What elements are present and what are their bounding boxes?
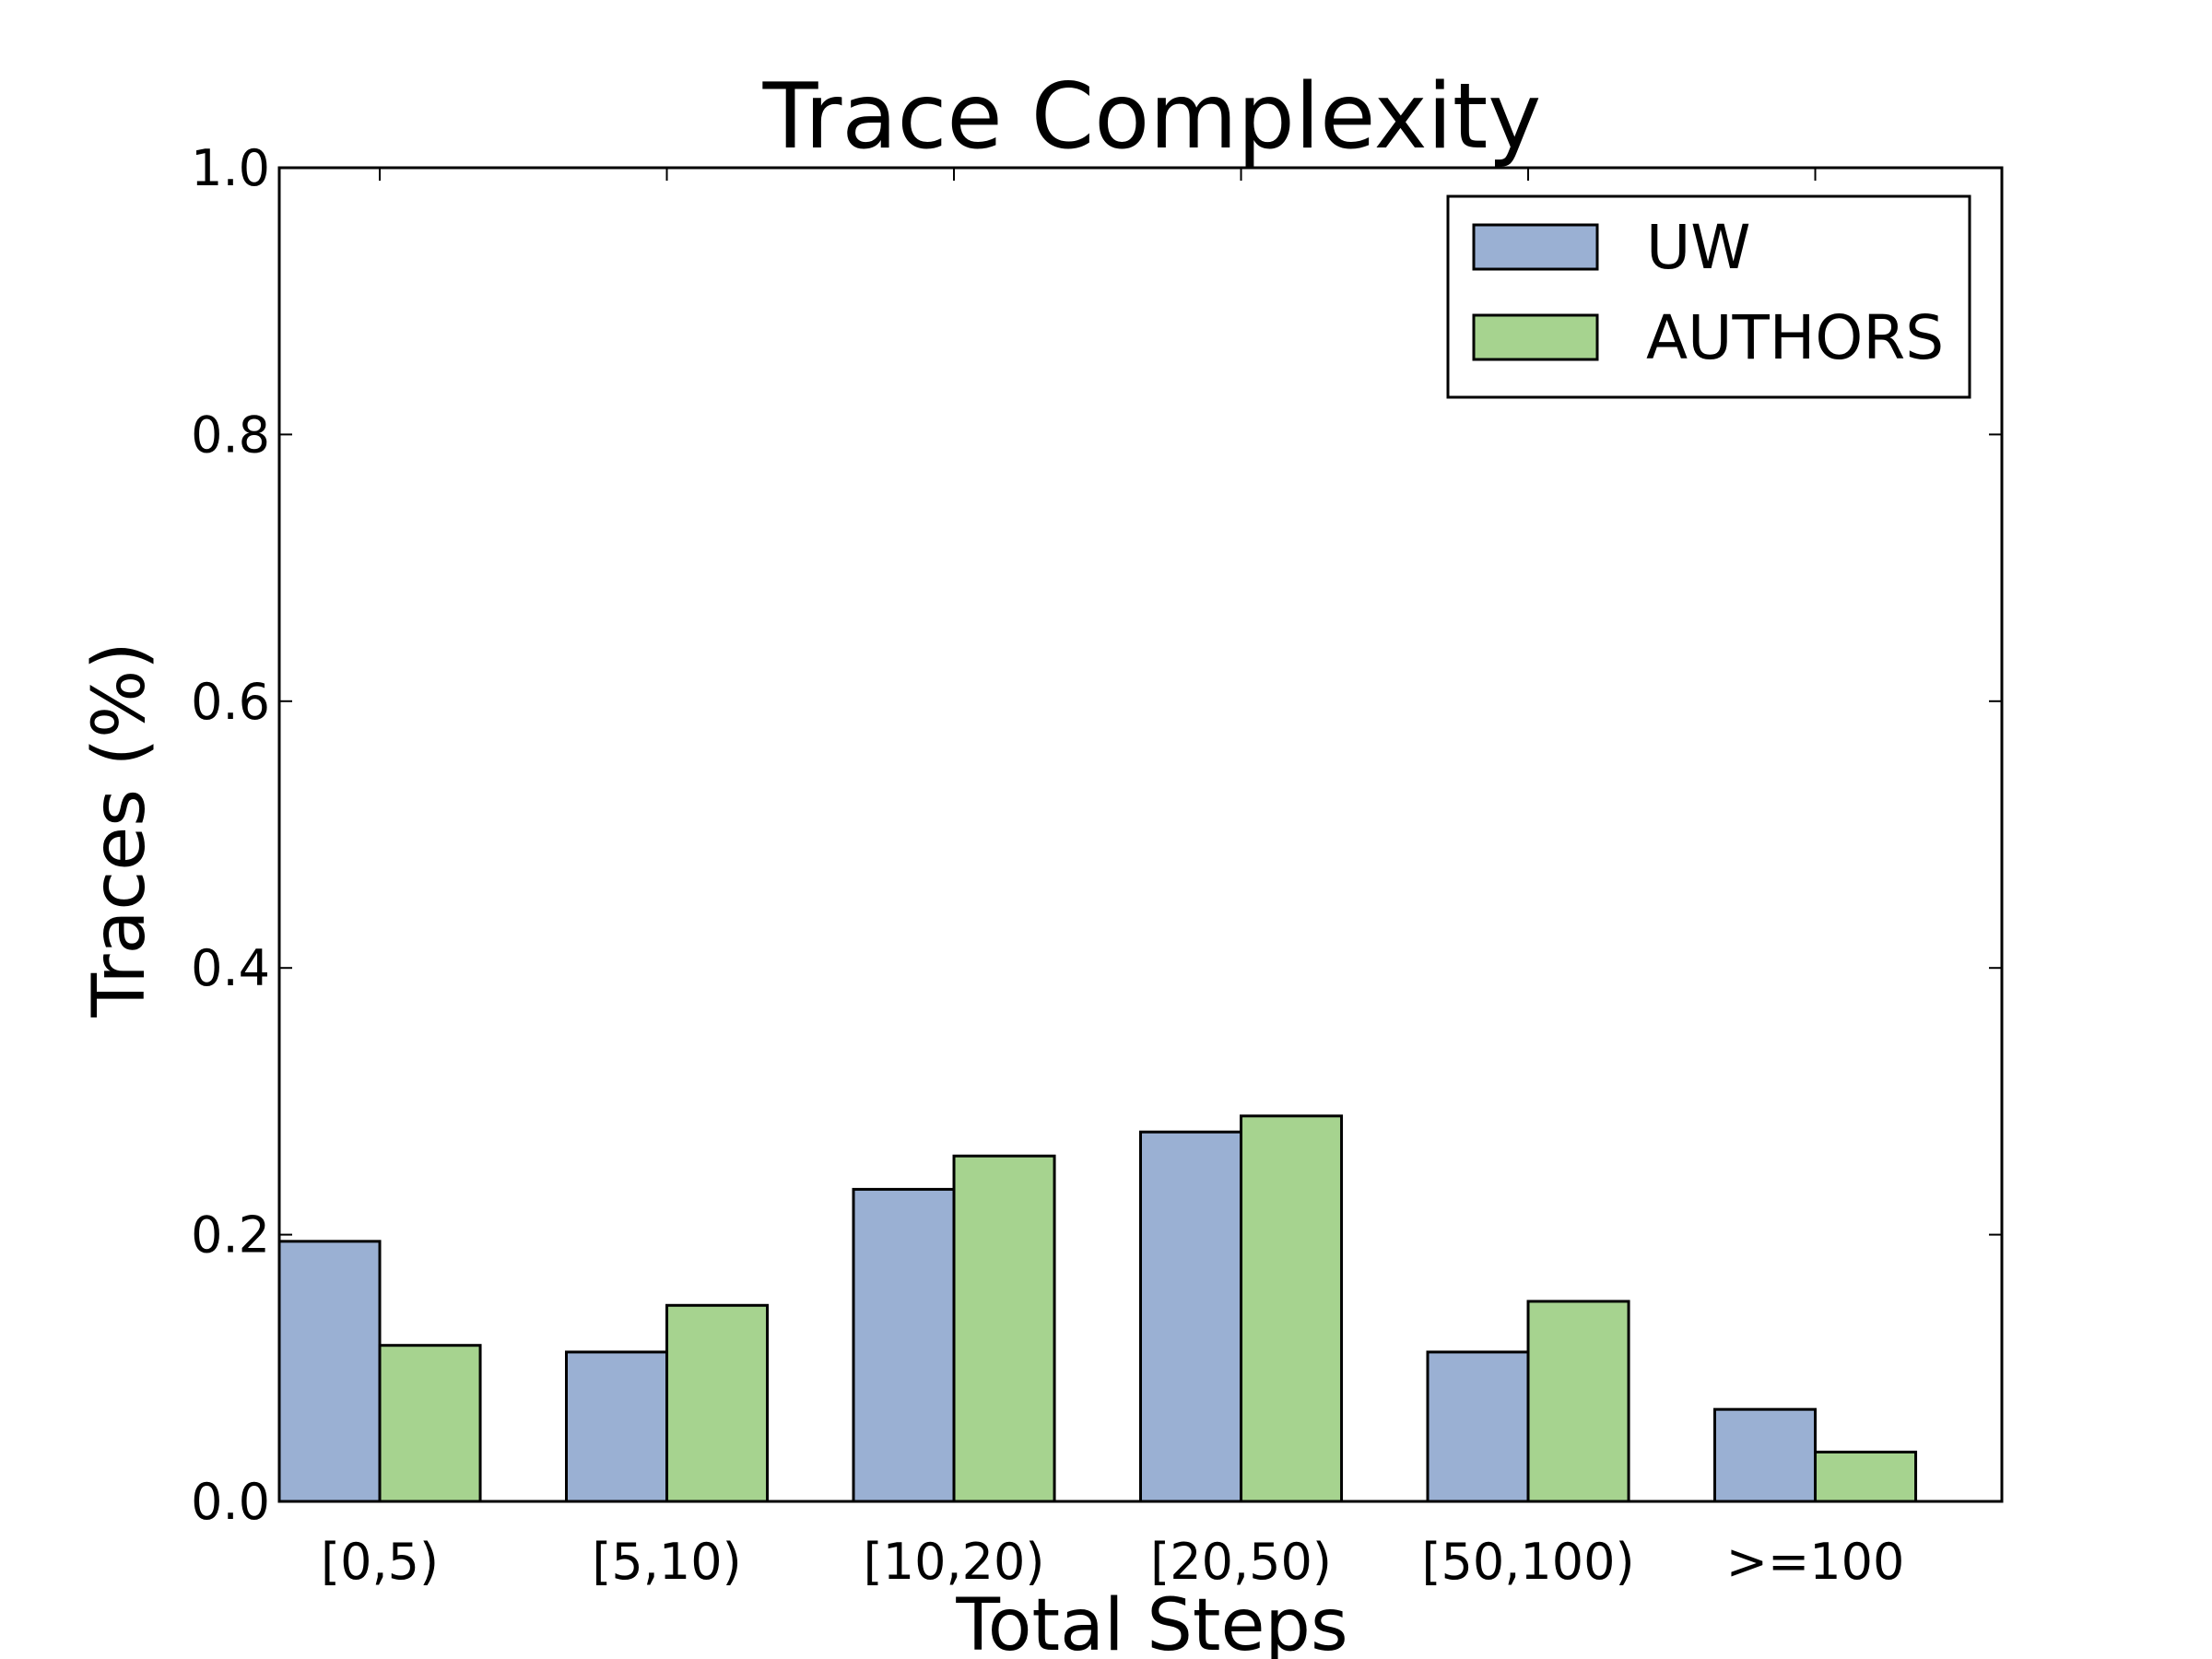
y-tick-label-3: 0.4 [191, 939, 270, 997]
y-tick-label-5: 0.8 [191, 406, 270, 464]
bar-uw-5 [1426, 1350, 1530, 1503]
bar-authors-5 [1526, 1300, 1630, 1503]
y-tick-label-2: 0.2 [191, 1206, 270, 1265]
x-tick-label-4: [20,50) [1150, 1533, 1332, 1591]
y-tick-label-6: 1.0 [191, 139, 270, 197]
x-tick-label-2: [5,10) [592, 1533, 741, 1591]
y-tick-label-4: 0.6 [191, 673, 270, 731]
plot-frame [277, 166, 2004, 1503]
y-axis-label: Traces (%) [78, 641, 161, 1018]
legend-label-authors: AUTHORS [1646, 302, 1944, 373]
x-tick-label-1: [0,5) [321, 1533, 439, 1591]
y-ticks-group: 0.0 0.2 0.4 0.6 0.8 1.0 [191, 139, 2002, 1531]
bar-authors-3 [952, 1154, 1056, 1503]
x-tick-label-6: >=100 [1726, 1533, 1905, 1591]
bar-uw-3 [852, 1187, 956, 1503]
bar-authors-4 [1240, 1114, 1344, 1503]
x-tick-label-3: [10,20) [864, 1533, 1045, 1591]
bar-authors-6 [1814, 1450, 1918, 1503]
bar-uw-2 [565, 1350, 669, 1503]
x-tick-label-5: [50,100) [1421, 1533, 1634, 1591]
legend-swatch-uw [1472, 223, 1599, 271]
bars-group [277, 1114, 1918, 1503]
x-ticks-group: [0,5) [5,10) [10,20) [20,50) [50,100) >=100 [321, 168, 1904, 1591]
x-axis-label: Total Steps [955, 1584, 1347, 1659]
chart-title: Trace Complexity [762, 65, 1542, 170]
bar-uw-1 [277, 1240, 382, 1503]
bar-uw-6 [1713, 1407, 1818, 1503]
bar-uw-4 [1139, 1130, 1243, 1503]
bar-authors-2 [665, 1303, 770, 1503]
legend-label-uw: UW [1646, 212, 1751, 283]
bar-authors-1 [378, 1344, 482, 1503]
legend-swatch-authors [1472, 313, 1599, 361]
legend: UW AUTHORS [1446, 194, 1971, 399]
y-tick-label-1: 0.0 [191, 1473, 270, 1531]
